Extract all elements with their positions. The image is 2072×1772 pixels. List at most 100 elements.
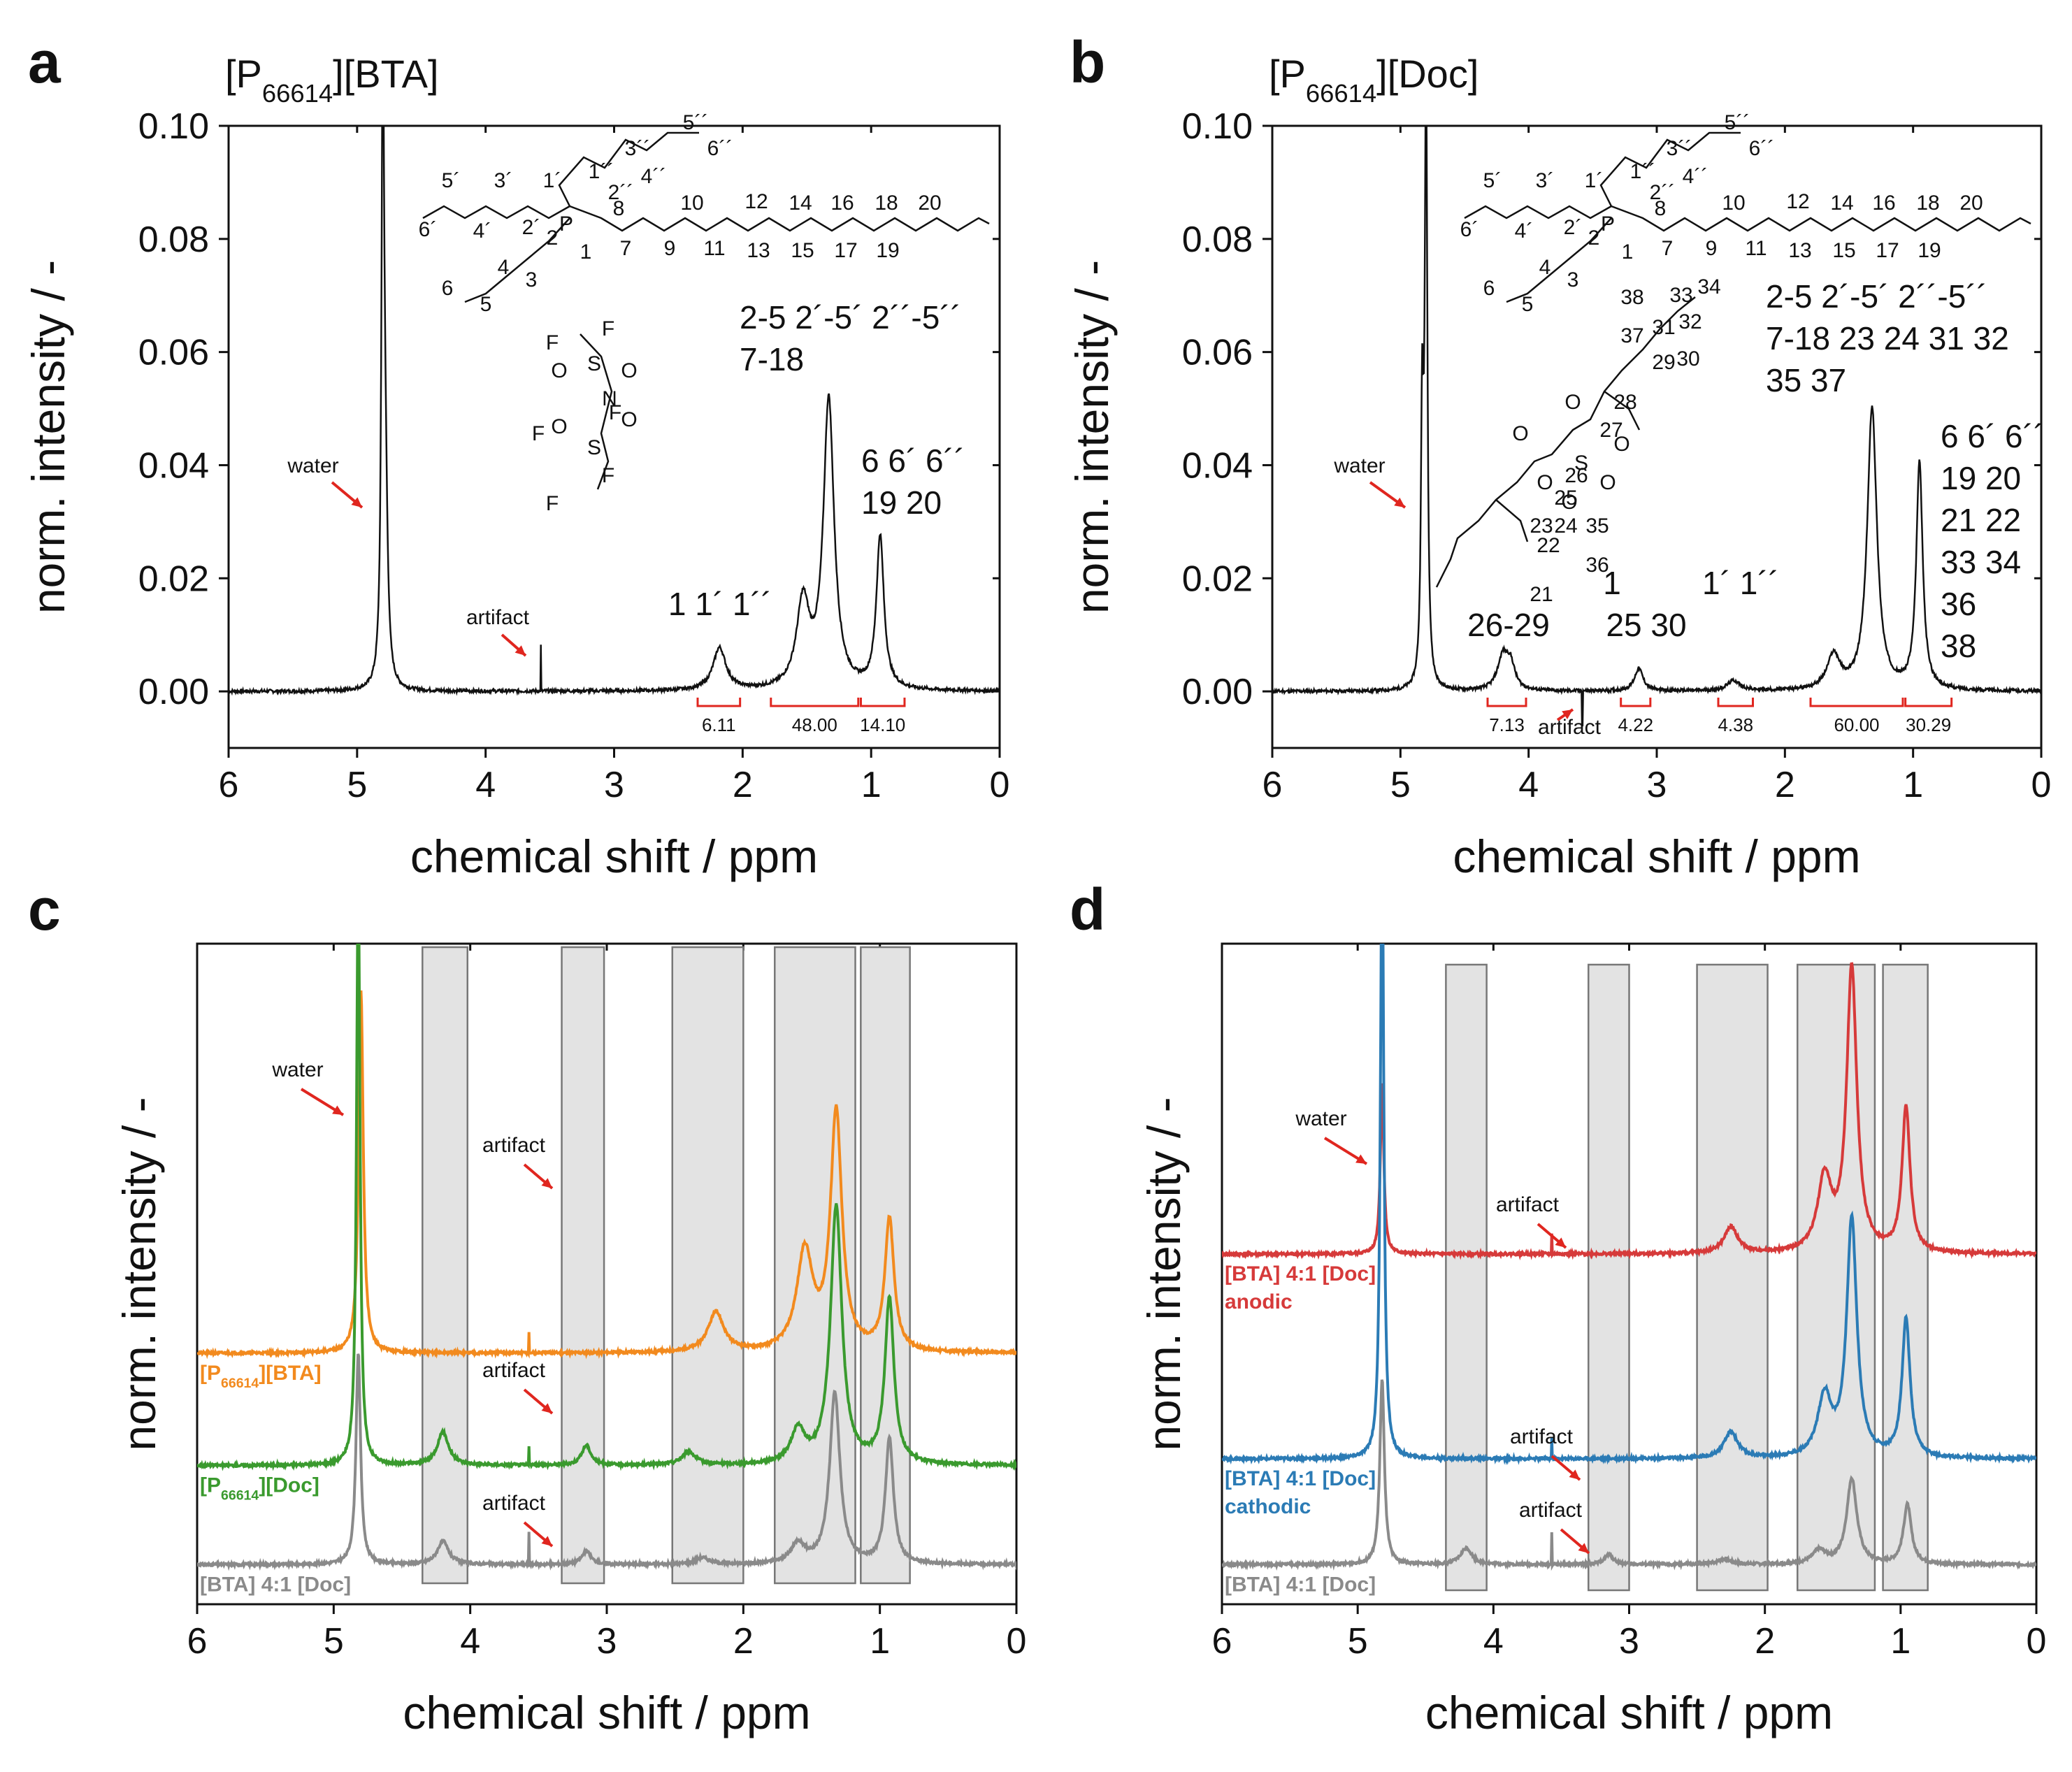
artifact-arrow-1-head xyxy=(1569,1469,1580,1480)
structure-b-label-8: 2´´ xyxy=(1650,181,1676,204)
artifact-arrow-2-head xyxy=(1578,1543,1589,1553)
x-tick-label: 5 xyxy=(1390,765,1411,805)
structure-a-label-21: 7 xyxy=(620,237,632,260)
structure-a-label-40: O xyxy=(621,359,637,382)
x-tick-label: 0 xyxy=(2031,765,2052,805)
series-line-0 xyxy=(197,990,1016,1360)
structure-b-label-48: 22 xyxy=(1537,534,1560,557)
spectrum-line xyxy=(229,126,1000,696)
structure-b-label-26: 17 xyxy=(1876,239,1899,262)
artifact-label-1: artifact xyxy=(482,1359,546,1382)
series-legend2-1: cathodic xyxy=(1225,1495,1311,1518)
structure-b-label-12: 2 xyxy=(1588,226,1600,250)
shaded-region-4 xyxy=(1882,963,1929,1592)
x-tick-label: 4 xyxy=(1483,1621,1504,1662)
y-tick-label: 0.04 xyxy=(138,445,209,486)
y-tick-label: 0.02 xyxy=(138,559,209,599)
integral-0-label: 6.11 xyxy=(702,714,736,735)
integral-1-label: 48.00 xyxy=(792,714,837,735)
structure-b-label-53: O xyxy=(1512,422,1528,445)
structure-b-label-49: 36 xyxy=(1585,554,1609,577)
anion-a xyxy=(580,333,613,490)
x-axis-label: chemical shift / ppm xyxy=(1453,830,1860,882)
y-tick-label: 0.10 xyxy=(1182,106,1253,147)
structure-a-label-30: 6 xyxy=(442,277,454,300)
structure-b-label-17: 16 xyxy=(1872,192,1895,215)
structure-b-label-19: 20 xyxy=(1959,192,1983,215)
structure-b-label-33: 38 xyxy=(1620,286,1643,309)
structure-b-label-34: 33 xyxy=(1669,284,1692,307)
x-tick-label: 6 xyxy=(1262,765,1283,805)
artifact-arrow-head xyxy=(515,645,526,656)
water-label: water xyxy=(1333,454,1385,477)
water-arrow-head xyxy=(1355,1154,1367,1164)
structure-a-label-38: F xyxy=(602,464,614,487)
structure-a-label-31: 5 xyxy=(480,293,492,316)
artifact-arrow-2-head xyxy=(541,1536,552,1546)
peak-label-2b: 7-18 xyxy=(740,341,804,377)
x-tick-label: 2 xyxy=(1755,1621,1775,1662)
structure-b-label-52: O xyxy=(1613,433,1629,456)
integral-1-label: 4.22 xyxy=(1618,714,1653,735)
x-tick-label: 3 xyxy=(604,765,624,805)
structure-b-label-40: 30 xyxy=(1676,347,1699,370)
structure-b-label-18: 18 xyxy=(1916,192,1939,215)
shaded-region-1 xyxy=(1588,963,1630,1592)
x-tick-label: 6 xyxy=(219,765,239,805)
y-tick-label: 0.08 xyxy=(1182,219,1253,260)
y-tick-label: 0.08 xyxy=(138,219,209,260)
artifact-label-2: artifact xyxy=(482,1492,546,1515)
artifact-arrow-1-head xyxy=(541,1403,552,1413)
structure-b-label-20: 1 xyxy=(1622,240,1634,264)
structure-b-label-27: 19 xyxy=(1918,239,1941,262)
structure-b-label-32: P xyxy=(1601,213,1615,236)
structure-a-label-24: 13 xyxy=(747,239,770,262)
structure-a: 5´ 3´ 1´ 1´´3´´5´´6´´4´´2´´6´ 4´ 2´ 28 10 12 14 16… xyxy=(419,111,990,515)
structure-a-label-33: F xyxy=(546,331,559,354)
structure-b-label-15: 12 xyxy=(1786,190,1809,213)
structure-a-label-36: F xyxy=(609,401,621,424)
x-axis-label: chemical shift / ppm xyxy=(403,1687,810,1738)
peak-label-5-3: 33 34 xyxy=(1941,544,2021,580)
artifact-label-2: artifact xyxy=(1519,1499,1583,1522)
structure-b-label-46: 24 xyxy=(1554,514,1577,538)
peak-label-3b: 19 20 xyxy=(861,484,942,521)
structure-b-label-57: S xyxy=(1574,452,1588,475)
structure-b-label-10: 4´ xyxy=(1515,219,1534,243)
structure-a-label-13: 8 xyxy=(613,197,625,220)
shaded-region-0 xyxy=(422,946,469,1585)
series-legend-2: [BTA] 4:1 [Doc] xyxy=(1225,1573,1376,1596)
x-tick-label: 5 xyxy=(1348,1621,1368,1662)
structure-b-label-31: 5 xyxy=(1522,293,1534,316)
structure-a-label-20: 1 xyxy=(580,240,592,264)
structure-a-label-45: S xyxy=(587,436,601,459)
structure-a-label-12: 2 xyxy=(547,226,559,250)
structure-a-label-39: O xyxy=(551,359,567,382)
artifact-label-1: artifact xyxy=(1510,1425,1574,1448)
structure-b-label-11: 2´ xyxy=(1564,216,1583,239)
series-line-0 xyxy=(1222,962,2036,1261)
artifact-label-0: artifact xyxy=(1496,1193,1560,1216)
structure-a-label-19: 20 xyxy=(918,192,941,215)
panel-letter-a: a xyxy=(28,29,62,95)
series-legend-2: [BTA] 4:1 [Doc] xyxy=(200,1573,351,1596)
structure-b-label-16: 14 xyxy=(1830,192,1853,215)
peak-label-3: 1´ 1´´ xyxy=(1702,565,1779,601)
artifact-arrow-0-head xyxy=(541,1178,552,1188)
panel-letter-d: d xyxy=(1070,877,1105,942)
artifact-label: artifact xyxy=(1538,716,1602,739)
y-axis-label: norm. intensity / - xyxy=(22,260,74,614)
structure-a-label-5: 5´´ xyxy=(683,111,709,134)
structure-b-label-29: 3 xyxy=(1567,268,1579,291)
structure-a-label-3: 1´´ xyxy=(589,160,614,183)
y-tick-label: 0.06 xyxy=(1182,333,1253,373)
structure-b-label-35: 34 xyxy=(1697,275,1720,298)
integral-2 xyxy=(1717,698,1754,707)
shaded-region-2 xyxy=(671,946,744,1585)
panel-a-title: [P66614][BTA] xyxy=(225,52,439,108)
anion-chain xyxy=(1435,296,1696,588)
x-tick-label: 6 xyxy=(187,1621,208,1662)
chain-top xyxy=(558,131,699,207)
series-legend-0: [BTA] 4:1 [Doc] xyxy=(1225,1262,1376,1285)
